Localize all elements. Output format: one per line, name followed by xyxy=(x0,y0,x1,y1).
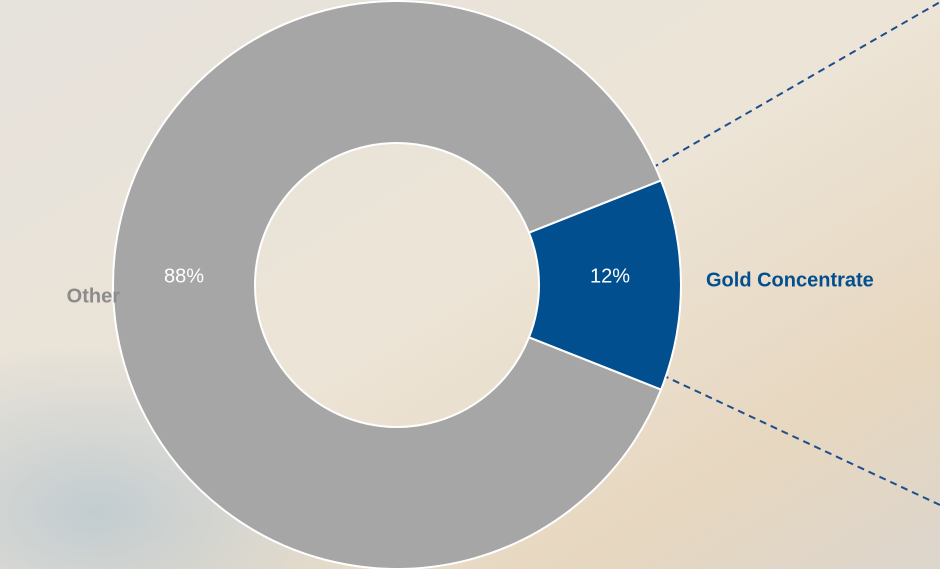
value-label: 88% xyxy=(164,265,204,287)
callout-line xyxy=(661,374,940,506)
callout-line xyxy=(651,1,940,169)
donut-slice xyxy=(527,179,683,391)
category-label: Gold Concentrate xyxy=(706,269,874,291)
donut-slice xyxy=(112,0,663,569)
category-label: Other xyxy=(67,285,121,307)
value-label: 12% xyxy=(590,265,630,287)
